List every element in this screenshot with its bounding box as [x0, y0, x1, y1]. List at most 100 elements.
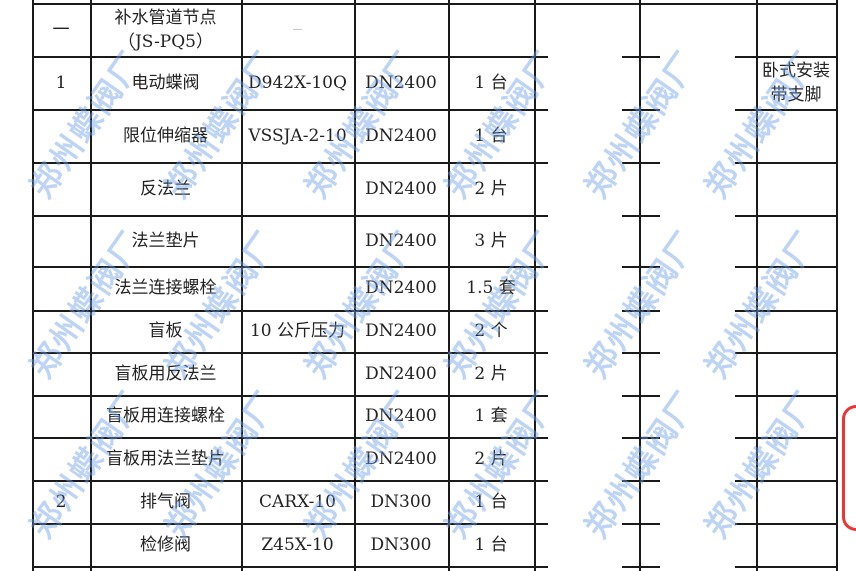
row-rule: [622, 437, 660, 439]
cell-spec: DN300: [370, 491, 432, 512]
cell-qty: 1 套: [474, 406, 508, 426]
column-rule: [448, 0, 450, 571]
cell-note: [756, 395, 836, 437]
row-rule: [622, 395, 660, 397]
cell-spec: DN2400: [365, 363, 437, 384]
cell-spec: DN2400: [365, 125, 437, 146]
cell-spec: DN2400: [365, 321, 437, 341]
cell-model: [241, 215, 354, 266]
column-rule: [32, 0, 34, 571]
row-rule: [735, 266, 837, 268]
cell-qty: 1 台: [474, 491, 508, 512]
cell-model: Z45X-10: [261, 534, 334, 555]
cell-name: 盲板用反法兰: [114, 363, 217, 384]
row-rule: [32, 215, 548, 217]
cell-name: 检修阀: [140, 534, 191, 555]
row-rule: [735, 566, 837, 568]
row-rule: [622, 109, 660, 111]
cell-qty: 1 台: [474, 125, 508, 146]
cell-note: [756, 266, 836, 310]
cell-no: [32, 523, 90, 566]
cell-name: 反法兰: [140, 178, 191, 199]
cell-name: 盲板: [148, 321, 183, 341]
row-rule: [622, 523, 660, 525]
cell-qty: 3 片: [474, 230, 508, 251]
cell-model: VSSJA-2-10: [248, 125, 347, 146]
row-rule: [32, 566, 548, 568]
cell-note: 卧式安装带支脚: [762, 60, 830, 105]
cell-spec: DN2400: [365, 230, 437, 251]
row-rule: [735, 437, 837, 439]
cell-no: [32, 266, 90, 310]
cell-name: 法兰垫片: [131, 230, 200, 251]
cell-no: [32, 352, 90, 395]
cell-name: 盲板用连接螺栓: [106, 406, 225, 426]
cell-note: [756, 480, 836, 523]
cell-note: [756, 3, 836, 56]
cell-no: [32, 310, 90, 352]
cell-qty: 1 台: [474, 72, 508, 93]
column-rule: [756, 0, 758, 571]
cell-model: [241, 162, 354, 215]
cell-spec: DN2400: [365, 178, 437, 199]
row-rule: [622, 162, 660, 164]
row-rule: [735, 310, 837, 312]
row-rule: [622, 310, 660, 312]
row-rule: [622, 352, 660, 354]
cell-note: [756, 523, 836, 566]
cell-qty: 2 片: [474, 178, 508, 199]
row-rule: [32, 523, 548, 525]
cell-model: [241, 352, 354, 395]
cell-no: [32, 395, 90, 437]
column-rule: [354, 0, 356, 571]
cell-model: D942X-10Q: [248, 72, 347, 93]
cell-note: [756, 162, 836, 215]
column-rule: [90, 0, 92, 571]
red-seal-stamp: [842, 405, 856, 531]
row-rule: [735, 395, 837, 397]
row-rule: [622, 215, 660, 217]
cell-no: [32, 109, 90, 162]
row-rule: [735, 162, 837, 164]
cell-no: [32, 437, 90, 480]
column-rule: [534, 0, 536, 571]
row-rule: [622, 566, 660, 568]
row-rule: [735, 109, 837, 111]
cell-spec: [354, 3, 448, 56]
row-rule: [32, 162, 548, 164]
cell-name: 盲板用法兰垫片: [106, 448, 225, 469]
column-rule: [241, 0, 243, 571]
row-rule: [735, 352, 837, 354]
cell-model: 10 公斤压力: [249, 321, 346, 341]
row-rule: [32, 310, 548, 312]
cell-no: [32, 162, 90, 215]
row-rule: [32, 395, 548, 397]
row-rule: [735, 523, 837, 525]
row-rule: [32, 480, 548, 482]
cell-spec: DN2400: [365, 448, 437, 469]
cell-qty: [448, 3, 534, 56]
cell-qty: 2 个: [474, 321, 508, 341]
cell-note: [756, 437, 836, 480]
cell-model: [241, 266, 354, 310]
row-rule: [32, 352, 548, 354]
cell-no: 一: [52, 19, 70, 40]
cell-spec: DN2400: [365, 406, 437, 426]
cell-name: 限位伸缩器: [123, 125, 208, 146]
row-rule: [32, 109, 548, 111]
cell-name: 法兰连接螺栓: [114, 278, 217, 298]
cell-qty: 2 片: [474, 363, 508, 384]
row-rule: [32, 3, 837, 5]
cell-name: 排气阀: [140, 491, 191, 512]
row-rule: [622, 480, 660, 482]
row-rule: [735, 215, 837, 217]
cell-model: CARX-10: [259, 491, 336, 512]
row-rule: [735, 56, 837, 58]
row-rule: [32, 437, 548, 439]
cell-model: [241, 395, 354, 437]
cell-note: [756, 215, 836, 266]
cell-name: 补水管道节点（JS-PQ5）: [114, 7, 217, 52]
cell-model: —: [292, 23, 303, 35]
column-rule: [836, 0, 838, 571]
cell-no: [32, 215, 90, 266]
